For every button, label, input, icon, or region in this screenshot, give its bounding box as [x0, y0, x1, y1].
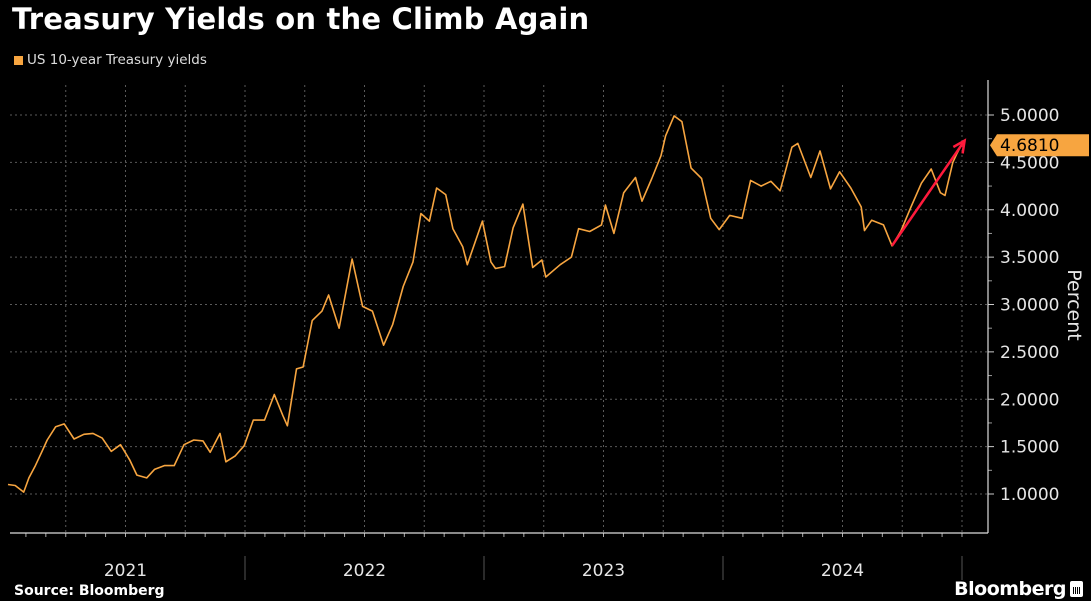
x-tick-label: 2022: [343, 561, 386, 581]
legend-label: US 10-year Treasury yields: [27, 52, 207, 68]
y-tick-label: 4.5000: [1000, 153, 1059, 173]
y-tick-label: 2.5000: [1000, 343, 1059, 363]
y-axis-label: Percent: [1063, 269, 1085, 341]
series-line: [7, 115, 963, 493]
x-tick-label: 2024: [821, 561, 864, 581]
arrow-head-icon: [952, 138, 967, 154]
legend-swatch: [14, 55, 23, 65]
bloomberg-logo: Bloomberg: [954, 578, 1083, 600]
y-tick-label: 1.5000: [1000, 438, 1059, 458]
legend: US 10-year Treasury yields: [14, 52, 207, 68]
annotation-arrow: [890, 139, 966, 247]
y-tick-label: 3.0000: [1000, 296, 1059, 316]
logo-text: Bloomberg: [954, 578, 1066, 600]
y-tick-label: 3.5000: [1000, 248, 1059, 268]
y-tick-label: 2.0000: [1000, 390, 1059, 410]
last-value-label: 4.6810: [1000, 136, 1059, 156]
source-note: Source: Bloomberg: [14, 583, 165, 599]
logo-mark-icon: [1070, 581, 1083, 597]
y-tick-label: 5.0000: [1000, 106, 1059, 126]
last-value-tag: [990, 134, 1089, 157]
chart-title: Treasury Yields on the Climb Again: [12, 2, 590, 36]
y-tick-label: 4.0000: [1000, 201, 1059, 221]
y-tick-label: 1.0000: [1000, 485, 1059, 505]
x-tick-label: 2021: [104, 561, 147, 581]
x-tick-label: 2023: [582, 561, 625, 581]
